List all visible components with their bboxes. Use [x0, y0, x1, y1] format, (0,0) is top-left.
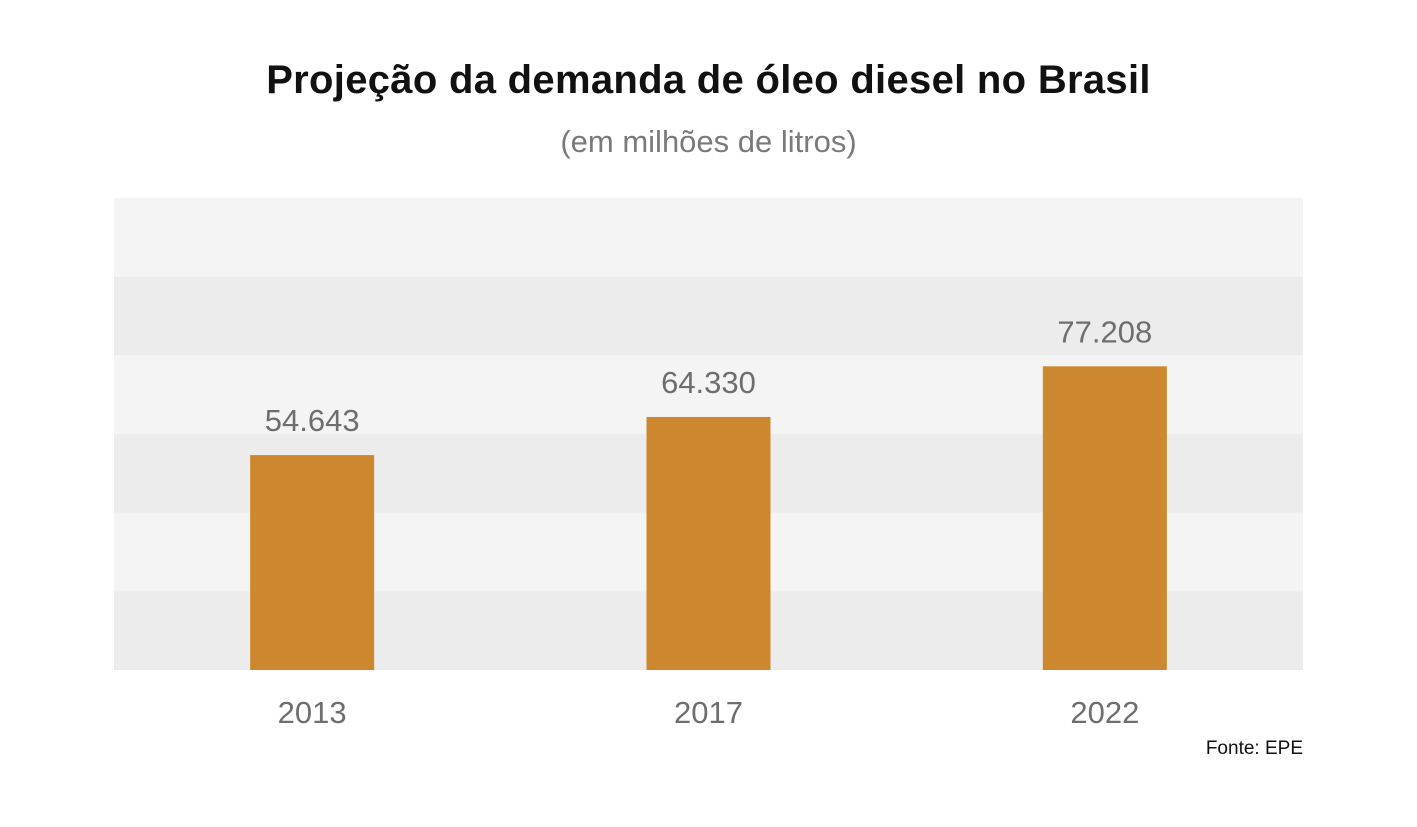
source-note: Fonte: EPE: [1205, 738, 1303, 759]
value-labels-group: 54.643 64.330 77.208: [265, 314, 1152, 438]
bar-2017: [646, 416, 771, 670]
bar-2022: [1042, 366, 1167, 670]
x-tick-label-2013: 2013: [278, 695, 347, 730]
value-label-2013: 54.643: [265, 403, 360, 438]
chart-title: Projeção da demanda de óleo diesel no Br…: [266, 58, 1151, 102]
bar-2013: [250, 455, 375, 670]
x-tick-label-2022: 2022: [1070, 695, 1139, 730]
chart-subtitle: (em milhões de litros): [560, 124, 857, 159]
grid-band: [114, 276, 1303, 356]
value-label-2017: 64.330: [661, 365, 756, 400]
x-tick-labels-group: 2013 2017 2022: [278, 695, 1140, 730]
x-tick-label-2017: 2017: [674, 695, 743, 730]
value-label-2022: 77.208: [1057, 314, 1152, 349]
grid-band: [114, 198, 1303, 277]
bars-group: [250, 366, 1167, 670]
